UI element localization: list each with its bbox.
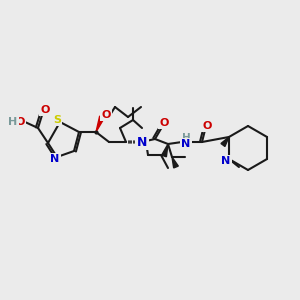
Text: S: S <box>53 115 61 125</box>
Polygon shape <box>221 137 229 146</box>
Text: N: N <box>50 154 60 164</box>
Polygon shape <box>172 157 178 168</box>
Text: N: N <box>182 139 190 149</box>
Text: O: O <box>15 117 25 127</box>
Text: O: O <box>101 110 111 120</box>
Polygon shape <box>162 144 168 157</box>
Text: H: H <box>8 117 18 127</box>
Text: N: N <box>137 136 147 148</box>
Text: H: H <box>182 133 190 143</box>
Text: N: N <box>221 156 231 166</box>
Text: O: O <box>159 118 169 128</box>
Polygon shape <box>96 116 104 132</box>
Text: O: O <box>202 121 212 131</box>
Text: O: O <box>40 105 50 115</box>
